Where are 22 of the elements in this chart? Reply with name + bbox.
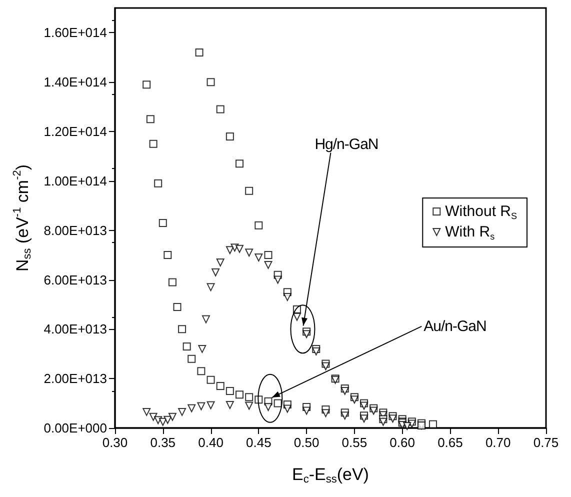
x-tick-label: 0.30 (102, 435, 128, 450)
x-tick-label: 0.60 (390, 435, 415, 450)
x-tick-label: 0.40 (198, 435, 224, 450)
x-tick-label: 0.65 (438, 435, 463, 450)
y-tick-label: 1.60E+014 (44, 25, 107, 40)
y-tick-label: 1.00E+014 (44, 173, 107, 188)
y-tick-label: 6.00E+013 (44, 272, 107, 288)
y-axis-title: Nss (eV-1 cm-2) (11, 164, 34, 272)
y-tick-label: 8.00E+013 (44, 222, 107, 238)
x-tick-label: 0.55 (342, 435, 368, 450)
x-tick-label: 0.70 (485, 435, 511, 450)
x-tick-label: 0.35 (150, 435, 176, 450)
x-tick-label: 0.75 (533, 435, 559, 450)
y-tick-label: 0.00E+000 (44, 420, 107, 436)
y-tick-label: 4.00E+013 (44, 322, 107, 337)
y-tick-label: 1.20E+014 (44, 124, 107, 140)
x-tick-label: 0.45 (246, 435, 272, 450)
y-tick-label: 1.40E+014 (44, 74, 107, 90)
y-tick-label: 2.00E+013 (44, 371, 107, 386)
annotation: Au/n-GaN (424, 318, 486, 335)
x-tick-label: 0.50 (294, 435, 320, 450)
annotation: Hg/n-GaN (314, 136, 378, 153)
